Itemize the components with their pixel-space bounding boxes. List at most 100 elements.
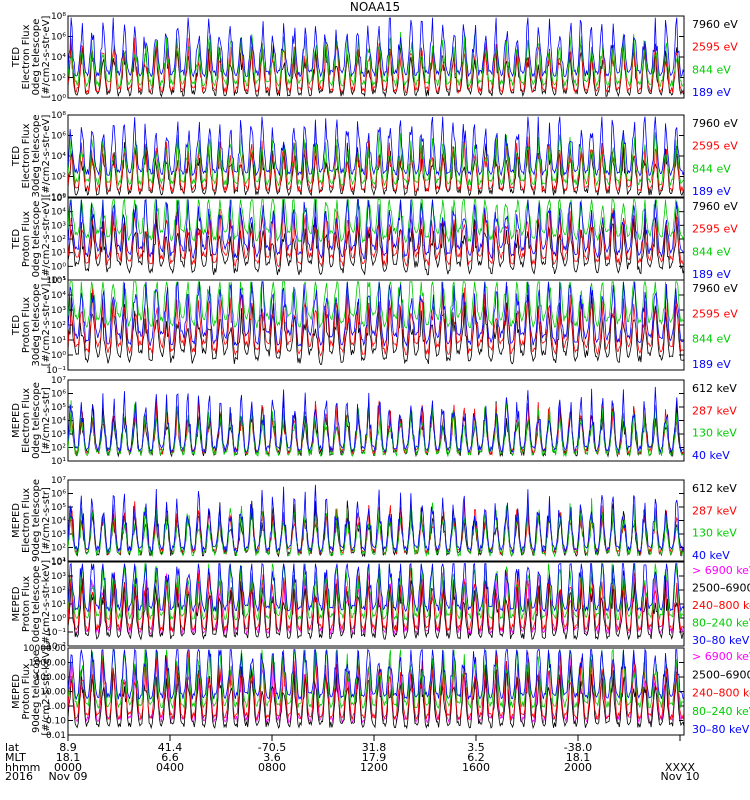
y-axis-label: MEPED Proton Flux 90deg telescope [#/cm2-s-…: [11, 647, 52, 735]
y-label-line: 0deg telescope: [31, 566, 42, 643]
y-tick-label: 10⁴: [51, 291, 66, 301]
series-line: [68, 649, 684, 721]
x-mlt-label: 6.6: [161, 751, 179, 764]
y-axis-label: TED Electron Flux 30deg telescope [#/cm2-s-…: [11, 114, 52, 197]
y-axis-label: MEPED Electron Flux 0deg telescope [#/cm2-s…: [11, 382, 52, 459]
y-tick-label: 10⁰: [51, 262, 66, 272]
legend-entry: > 6900 keV: [692, 564, 750, 577]
y-tick-label: 10⁸: [51, 111, 66, 121]
y-tick-label: 10¹: [51, 600, 66, 610]
x-mlt-label: 6.2: [467, 751, 485, 764]
x-row-label: MLT: [5, 751, 26, 764]
y-label-line: TED: [11, 146, 22, 167]
y-axis-label: TED Proton Flux 0deg telescope [#/cm2-s-str…: [11, 198, 52, 281]
y-tick-label: 10⁻²: [46, 642, 66, 652]
y-tick-label: 10⁷: [51, 376, 66, 386]
legend-entry: 189 eV: [692, 268, 731, 281]
legend-entry: 2595 eV: [692, 307, 738, 320]
legend-entry: 130 keV: [692, 427, 737, 440]
legend-entry: 7960 eV: [692, 282, 738, 295]
legend-entry: 2595 eV: [692, 223, 738, 236]
series-line: [68, 648, 684, 701]
series-group: [68, 484, 684, 558]
y-label-line: Proton Flux: [21, 576, 32, 632]
series-line: [68, 562, 684, 613]
y-axis-label: MEPED Electron Flux 90deg telescope [#/cm2-…: [11, 479, 52, 562]
y-label-line: 0deg telescope: [31, 201, 42, 278]
y-tick-label: 10⁴: [51, 517, 66, 527]
y-tick-label: 10²: [51, 74, 66, 84]
y-tick-label: 10²: [51, 235, 66, 245]
y-tick-label: 10⁵: [51, 503, 66, 513]
y-axis-label: TED Proton Flux 30deg telescope [#/cm2-s-st…: [11, 283, 52, 366]
y-label-line: Electron Flux: [21, 24, 32, 89]
y-tick-label: 10⁶: [51, 490, 66, 500]
y-tick-label: 10⁶: [51, 33, 66, 43]
y-tick-label: 10⁴: [51, 53, 66, 63]
y-axis-label: TED Electron Flux 0deg telescope [#/cm2-s-s…: [11, 16, 52, 99]
series-line: [68, 198, 684, 244]
series-line: [68, 37, 684, 95]
y-label-line: Electron Flux: [21, 488, 32, 553]
x-hhmm-label: 0800: [258, 761, 286, 774]
legend-entry: 612 keV: [692, 382, 737, 395]
legend-entry: 2500–6900: [692, 582, 750, 595]
x-row-label: hhmm: [5, 761, 40, 774]
y-tick-label: 10⁰: [51, 351, 66, 361]
y-tick-label: 10⁰: [51, 193, 66, 203]
y-tick-label: 10⁻¹: [46, 366, 66, 376]
x-row-label: lat: [5, 741, 20, 754]
y-tick-label: 10⁻¹: [46, 276, 66, 286]
legend-entry: 844 eV: [692, 245, 731, 258]
y-tick-label: 10⁰: [51, 94, 66, 104]
y-label-line: 0deg telescope: [31, 19, 42, 96]
y-tick-label: 10²: [51, 586, 66, 596]
legend-entry: 7960 eV: [692, 200, 738, 213]
y-label-line: MEPED: [11, 586, 22, 621]
legend-entry: 287 keV: [692, 404, 737, 417]
x-hhmm-label: 0000: [54, 761, 82, 774]
legend-entry: 240–800 keV: [692, 687, 750, 700]
series-line: [68, 31, 684, 88]
legend-entry: 240–800 ke: [692, 599, 750, 612]
x-mlt-label: 17.9: [362, 751, 387, 764]
y-tick-label: 10¹: [51, 457, 66, 467]
series-group: [68, 198, 684, 276]
series-line: [68, 116, 684, 177]
series-line: [68, 563, 684, 622]
x-hhmm-label: 2000: [564, 761, 592, 774]
series-line: [68, 286, 684, 357]
legend-entry: 844 eV: [692, 63, 731, 76]
y-tick-label: 10³: [51, 221, 66, 231]
legend-entry: 130 keV: [692, 527, 737, 540]
x-hhmm-label: 1600: [462, 761, 490, 774]
legend-entry: 7960 eV: [692, 18, 738, 31]
chart-title: NOAA15: [350, 0, 400, 14]
y-label-line: Electron Flux: [21, 123, 32, 188]
series-group: [68, 648, 684, 730]
x-row-label: 2016: [5, 770, 33, 783]
y-label-line: TED: [11, 315, 22, 336]
legend-entry: 80–240 keV: [692, 617, 750, 630]
legend-entry: 189 eV: [692, 86, 731, 99]
series-group: [68, 116, 684, 197]
y-tick-label: 10¹: [51, 249, 66, 259]
y-tick-label: 10⁶: [51, 390, 66, 400]
x-mlt-label: 18.1: [566, 751, 591, 764]
legend-entry: 612 keV: [692, 482, 737, 495]
y-axis-label: MEPED Proton Flux 0deg telescope [#/cm2-s-s…: [11, 560, 52, 648]
y-tick-label: 10¹: [51, 336, 66, 346]
y-tick-label: 10²: [51, 544, 66, 554]
series-line: [68, 280, 684, 329]
y-label-line: [#/cm2-s-str-eV]: [41, 284, 52, 367]
legend-entry: 2595 eV: [692, 140, 738, 153]
y-label-line: 30deg telescope: [31, 283, 42, 366]
x-lat-label: -38.0: [564, 741, 592, 754]
